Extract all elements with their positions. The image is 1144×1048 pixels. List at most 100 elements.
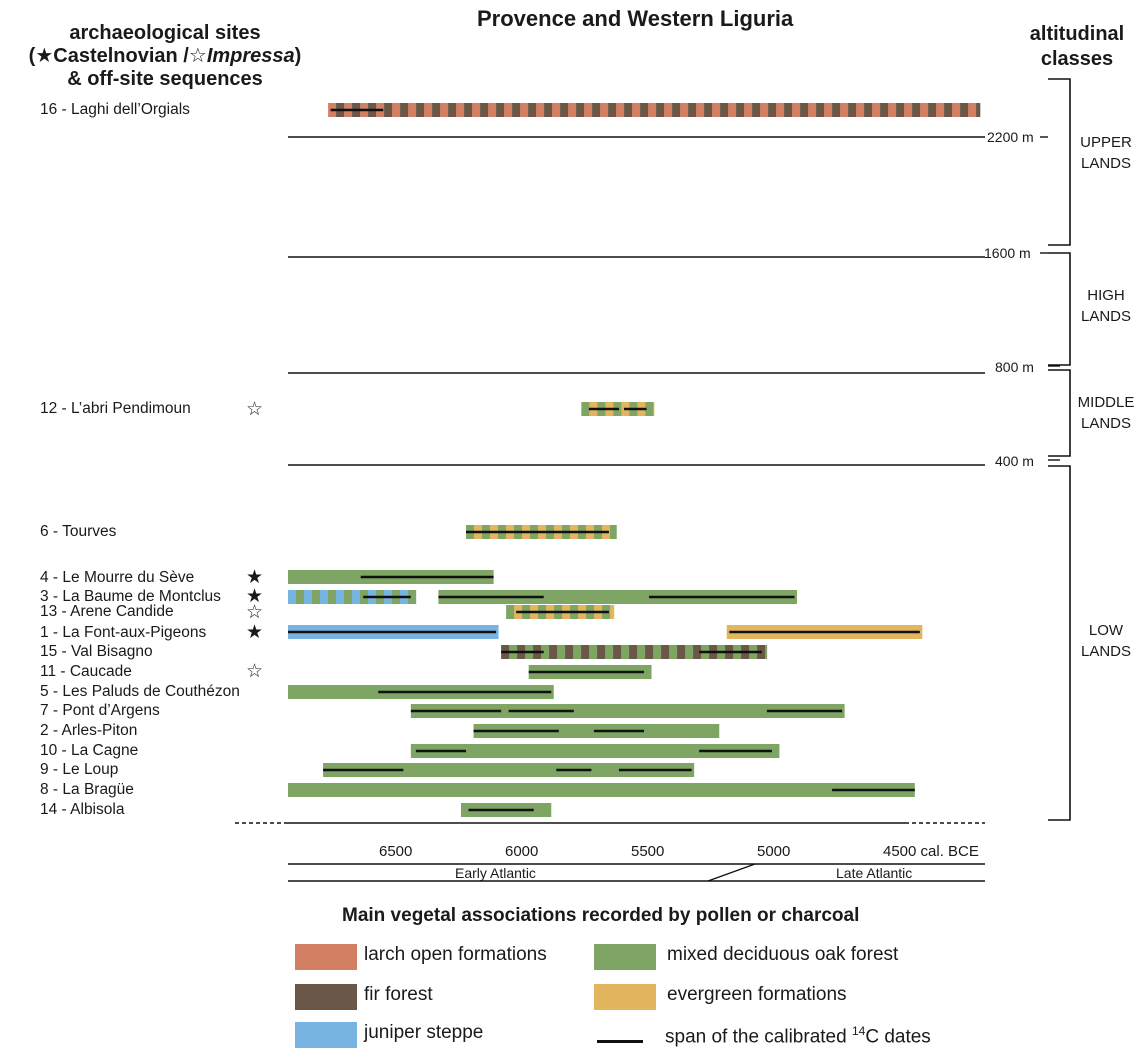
site-label-1: 1 - La Font-aux-Pigeons — [40, 624, 207, 641]
vegetation-stripe — [685, 645, 694, 659]
vegetation-stripe — [504, 103, 513, 117]
vegetation-stripe — [760, 103, 769, 117]
vegetation-stripe — [888, 103, 897, 117]
vegetation-stripe — [816, 103, 825, 117]
tick-5000: 5000 — [757, 843, 791, 860]
vegetation-stripe — [320, 590, 329, 604]
site-label-5: 5 - Les Paluds de Couthézon — [40, 683, 240, 700]
vegetation-stripe — [912, 103, 921, 117]
vegetation-stripe — [800, 103, 809, 117]
tick-5500: 5500 — [631, 843, 665, 860]
castelnovian-marker-icon: ★ — [246, 622, 264, 643]
site-label-6: 6 - Tourves — [40, 523, 117, 540]
vegetation-stripe — [784, 103, 793, 117]
vegetation-stripe — [944, 103, 953, 117]
vegetation-stripe — [680, 103, 689, 117]
vegetation-stripe — [976, 103, 981, 117]
bracket-upper-lands — [1048, 78, 1071, 246]
sites-header-line1: archaeological sites — [69, 22, 261, 44]
legend-label-larch: larch open formations — [364, 944, 547, 965]
impressa-star-icon: ☆ — [188, 45, 207, 67]
vegetation-stripe — [573, 645, 582, 659]
vegetation-stripe — [632, 103, 641, 117]
vegetation-stripe — [448, 103, 457, 117]
vegetation-stripe — [600, 103, 609, 117]
vegetation-stripe — [664, 103, 673, 117]
vegetation-stripe — [541, 645, 550, 659]
vegetation-stripe — [488, 103, 497, 117]
vegetation-stripe — [480, 103, 489, 117]
castelnovian-marker-icon: ★ — [246, 567, 264, 588]
vegetation-stripe — [880, 103, 889, 117]
legend-swatch-evergreen — [594, 984, 656, 1010]
vegetation-stripe — [677, 645, 686, 659]
tick-6000: 6000 — [505, 843, 539, 860]
site-label-2: 2 - Arles-Piton — [40, 722, 138, 739]
vegetation-stripe — [704, 103, 713, 117]
vegetation-stripe — [592, 103, 601, 117]
vegetation-bar — [323, 763, 695, 777]
impressa-marker-icon: ☆ — [246, 661, 264, 682]
vegetation-stripe — [576, 103, 585, 117]
sites-header: archaeological sites (★Castelnovian /☆Im… — [0, 22, 330, 91]
vegetation-stripe — [589, 645, 598, 659]
vegetation-stripe — [920, 103, 929, 117]
bracket-middle-lands — [1048, 369, 1071, 457]
tick-6500: 6500 — [379, 843, 413, 860]
vegetation-stripe — [624, 103, 633, 117]
site-label-12: 12 - L’abri Pendimoun — [40, 400, 191, 417]
vegetation-stripe — [832, 103, 841, 117]
altitude-label-400: 400 m — [995, 453, 1034, 469]
vegetation-stripe — [584, 103, 593, 117]
vegetation-stripe — [736, 103, 745, 117]
site-label-3: 3 - La Baume de Montclus — [40, 588, 221, 605]
tick-4500: 4500 cal. BCE — [883, 843, 979, 860]
vegetation-stripe — [645, 645, 654, 659]
vegetation-bar — [438, 590, 797, 604]
vegetation-stripe — [792, 103, 801, 117]
vegetation-stripe — [352, 590, 361, 604]
vegetation-stripe — [424, 103, 433, 117]
vegetation-stripe — [688, 103, 697, 117]
vegetation-stripe — [544, 103, 553, 117]
vegetation-stripe — [728, 103, 737, 117]
altitude-header: altitudinal classes — [1029, 23, 1125, 70]
period-late-atlantic: Late Atlantic — [836, 865, 913, 881]
vegetation-stripe — [312, 590, 321, 604]
vegetation-stripe — [856, 103, 865, 117]
vegetation-stripe — [744, 103, 753, 117]
altitude-label-800: 800 m — [995, 359, 1034, 375]
site-label-10: 10 - La Cagne — [40, 742, 139, 759]
bracket-high-lands — [1048, 252, 1071, 366]
vegetation-stripe — [840, 103, 849, 117]
altitude-label-1600: 1600 m — [984, 245, 1031, 261]
vegetation-stripe — [328, 590, 337, 604]
vegetation-stripe — [653, 645, 662, 659]
vegetation-stripe — [669, 645, 678, 659]
site-label-7: 7 - Pont d’Argens — [40, 702, 160, 719]
vegetation-stripe — [656, 103, 665, 117]
legend-label-oak: mixed deciduous oak forest — [667, 944, 899, 965]
site-label-9: 9 - Le Loup — [40, 761, 119, 778]
legend-label-juniper: juniper steppe — [364, 1022, 484, 1043]
vegetation-stripe — [928, 103, 937, 117]
vegetation-stripe — [392, 103, 401, 117]
vegetation-stripe — [344, 590, 353, 604]
vegetation-stripe — [640, 103, 649, 117]
vegetation-stripe — [432, 103, 441, 117]
vegetation-stripe — [512, 103, 521, 117]
vegetation-stripe — [464, 103, 473, 117]
vegetation-stripe — [288, 590, 297, 604]
vegetation-stripe — [696, 103, 705, 117]
castelnovian-marker-icon: ★ — [246, 586, 264, 607]
site-label-15: 15 - Val Bisagno — [40, 643, 153, 660]
sites-header-line3: & off-site sequences — [67, 68, 263, 90]
vegetation-stripe — [765, 645, 768, 659]
vegetation-bar — [410, 704, 845, 718]
vegetation-stripe — [968, 103, 977, 117]
vegetation-stripe — [936, 103, 945, 117]
vegetation-stripe — [752, 103, 761, 117]
site-label-13: 13 - Arene Candide — [40, 603, 174, 620]
vegetation-stripe — [549, 645, 558, 659]
